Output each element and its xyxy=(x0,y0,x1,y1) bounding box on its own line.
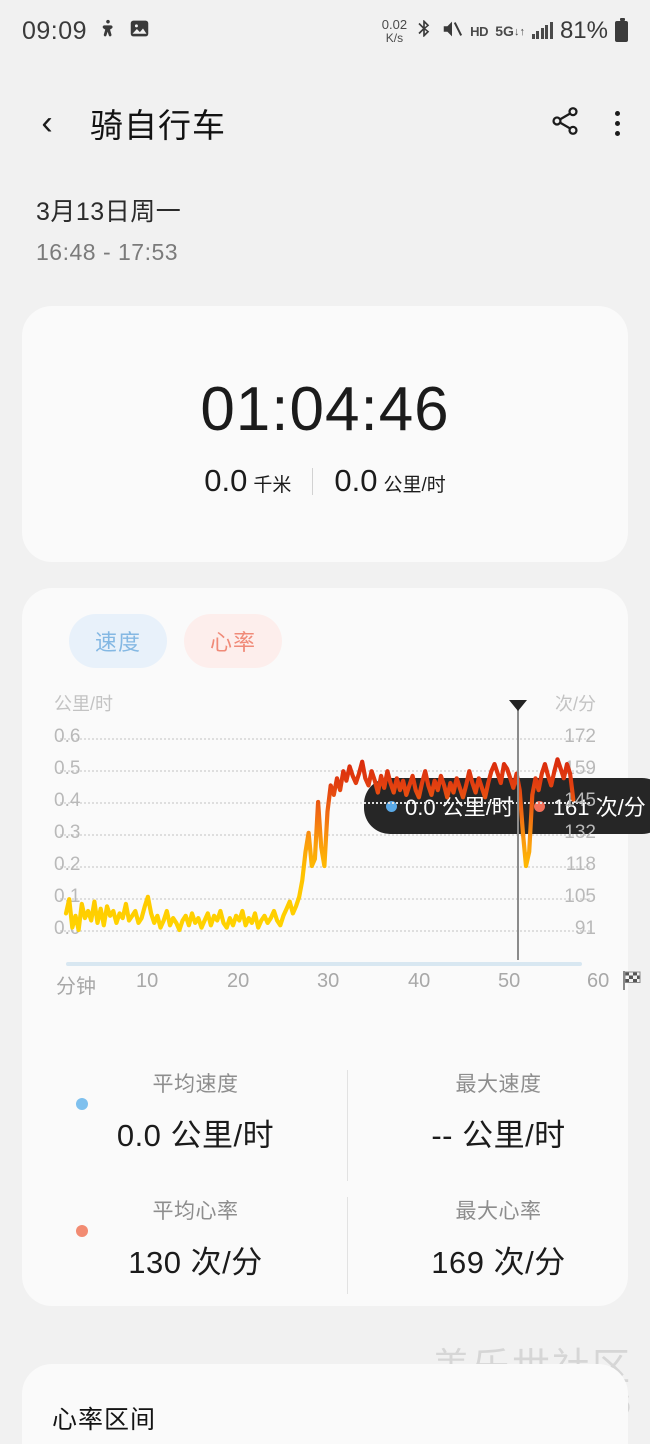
tab-heartrate[interactable]: 心率 xyxy=(184,614,283,668)
checkered-flag-icon xyxy=(620,968,644,997)
stat-value: -- 公里/时 xyxy=(431,1118,566,1153)
left-ytick: 0.5 xyxy=(54,758,81,779)
page-title: 骑自行车 xyxy=(90,107,226,144)
xtick-50: 50 xyxy=(498,970,521,992)
back-icon[interactable]: ‹ xyxy=(41,104,53,142)
network-speed-indicator: 0.02 K/s xyxy=(382,18,407,44)
chart-plot-area[interactable]: 0.0 公里/时 161 次/分 公里/时 次/分 0.6 0.5 0.4 xyxy=(22,694,650,1024)
gridline xyxy=(60,930,590,932)
tooltip-speed-value: 0.0 公里/时 xyxy=(405,795,514,820)
chart-tabs: 速度 心率 xyxy=(22,588,628,668)
network-type-icon: 5G ↓↑ xyxy=(495,24,525,38)
bluetooth-icon xyxy=(414,17,434,45)
signal-strength-icon xyxy=(531,22,553,39)
chart-card: 速度 心率 0.0 公里/时 161 次/分 公里/时 次/分 xyxy=(22,588,650,1306)
left-ytick: 0.3 xyxy=(54,822,81,843)
stat-avg-heartrate: 平均心率 130 次/分 xyxy=(44,1195,347,1282)
share-icon[interactable] xyxy=(549,105,581,142)
tab-speed[interactable]: 速度 xyxy=(69,614,168,668)
heartrate-zone-title: 心率区间 xyxy=(52,1406,157,1434)
stat-label: 最大速度 xyxy=(455,1073,542,1096)
xtick-60: 60 xyxy=(587,970,610,992)
battery-icon xyxy=(615,17,628,42)
mute-icon xyxy=(441,18,463,45)
right-ytick: 91 xyxy=(574,918,596,939)
summary-sub-row: 0.0 千米 0.0 公里/时 xyxy=(22,463,628,499)
right-ytick: 118 xyxy=(565,854,596,875)
x-axis-line xyxy=(66,962,582,966)
xtick-20: 20 xyxy=(227,970,250,992)
gridline xyxy=(60,770,590,772)
tooltip-speed-dot xyxy=(386,800,397,812)
heartrate-series-dot xyxy=(76,1225,88,1237)
left-ytick: 0.6 xyxy=(54,726,81,747)
avg-speed-unit: 公里/时 xyxy=(383,475,446,496)
stat-max-heartrate: 最大心率 169 次/分 xyxy=(347,1195,650,1282)
gridline xyxy=(60,738,590,740)
chart-tooltip: 0.0 公里/时 161 次/分 xyxy=(364,778,650,834)
session-date-block: 3月13日周一 16:48 - 17:53 xyxy=(36,192,181,266)
network-speed-unit: K/s xyxy=(385,30,404,45)
right-axis-unit: 次/分 xyxy=(554,694,596,714)
distance-unit: 千米 xyxy=(253,475,292,496)
status-bar-right: 0.02 K/s HD 5G ↓↑ 81% xyxy=(382,17,628,45)
avg-speed-value: 0.0 xyxy=(334,463,378,498)
status-bar-left: 09:09 xyxy=(22,17,150,46)
status-time: 09:09 xyxy=(22,16,88,45)
gridline xyxy=(60,802,590,804)
xtick-40: 40 xyxy=(408,970,431,992)
distance-value: 0.0 xyxy=(204,463,248,498)
stat-label: 平均速度 xyxy=(152,1073,239,1096)
chart-cursor-cap xyxy=(509,700,527,711)
right-ytick: 105 xyxy=(564,886,596,907)
gallery-icon xyxy=(129,18,150,44)
battery-percent: 81% xyxy=(559,17,608,44)
status-bar: 09:09 0.02 K/s HD 5G ↓↑ xyxy=(0,0,650,62)
stat-label: 平均心率 xyxy=(152,1200,239,1223)
heartrate-line-series xyxy=(63,757,576,933)
heartrate-zone-card[interactable]: 心率区间 xyxy=(22,1364,628,1444)
stat-avg-speed: 平均速度 0.0 公里/时 xyxy=(44,1068,347,1155)
network-speed-value: 0.02 xyxy=(381,16,408,32)
session-time-range: 16:48 - 17:53 xyxy=(36,239,179,265)
network-type-label: 5G xyxy=(495,23,514,39)
right-ytick: 172 xyxy=(564,726,596,747)
summary-card: 01:04:46 0.0 千米 0.0 公里/时 xyxy=(22,306,628,562)
left-ytick: 0.2 xyxy=(54,854,81,875)
stat-value: 0.0 公里/时 xyxy=(116,1118,275,1153)
left-ytick: 0.1 xyxy=(54,886,81,907)
stats-section: 平均速度 0.0 公里/时 最大速度 -- 公里/时 平均心率 130 次/分 … xyxy=(44,1062,650,1302)
stat-row-speed: 平均速度 0.0 公里/时 最大速度 -- 公里/时 xyxy=(44,1062,650,1189)
stat-label: 最大心率 xyxy=(455,1200,542,1223)
data-arrows-icon: ↓↑ xyxy=(513,26,525,38)
app-bar: ‹ 骑自行车 xyxy=(0,78,650,168)
xtick-30: 30 xyxy=(317,970,340,992)
app-icon xyxy=(97,18,119,45)
summary-divider xyxy=(312,467,314,495)
stat-max-speed: 最大速度 -- 公里/时 xyxy=(347,1068,650,1155)
hd-icon: HD xyxy=(470,23,489,39)
stat-divider xyxy=(347,1070,348,1181)
tooltip-speed-item: 0.0 公里/时 xyxy=(386,790,514,822)
chart-cursor-line xyxy=(517,708,519,960)
tooltip-hr-value: 161 次/分 xyxy=(552,795,646,820)
left-axis-unit: 公里/时 xyxy=(54,694,114,714)
session-date: 3月13日周一 xyxy=(36,198,182,226)
xtick-10: 10 xyxy=(136,970,159,992)
stat-value: 130 次/分 xyxy=(128,1245,263,1280)
stat-value: 169 次/分 xyxy=(431,1245,566,1280)
tooltip-hr-item: 161 次/分 xyxy=(533,790,646,822)
stat-divider xyxy=(347,1197,348,1294)
speed-series-dot xyxy=(76,1098,88,1110)
duration-value: 01:04:46 xyxy=(200,375,450,444)
right-ytick: 132 xyxy=(564,822,596,843)
more-options-icon[interactable] xyxy=(615,110,620,136)
tooltip-hr-dot xyxy=(533,800,545,812)
stat-row-heartrate: 平均心率 130 次/分 最大心率 169 次/分 xyxy=(44,1189,650,1302)
left-ytick: 0.4 xyxy=(54,790,81,811)
gridline xyxy=(60,898,590,900)
xtick-unit: 分钟 xyxy=(56,976,96,998)
